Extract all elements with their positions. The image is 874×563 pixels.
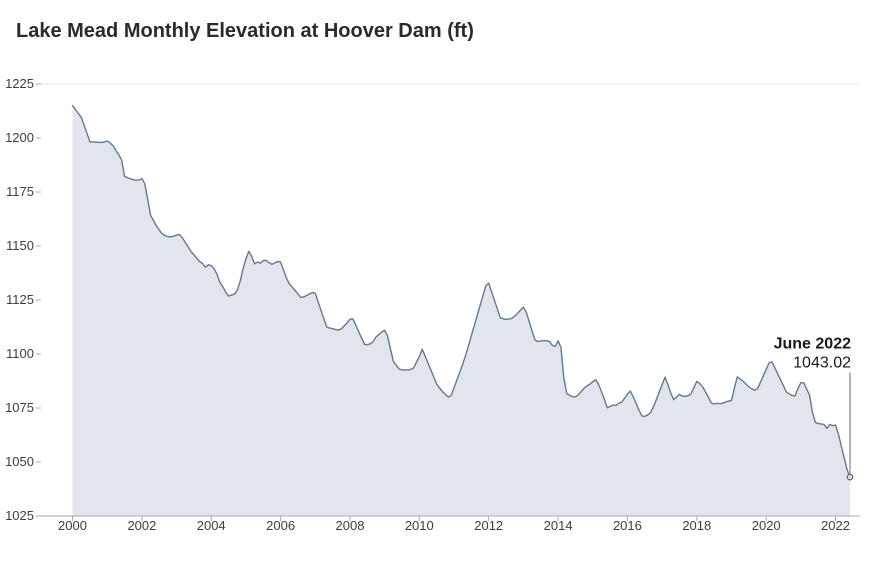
svg-text:1175: 1175	[6, 184, 34, 199]
svg-text:1150: 1150	[6, 238, 34, 253]
svg-text:1125: 1125	[6, 292, 34, 307]
svg-text:June 2022: June 2022	[774, 336, 851, 353]
svg-text:1050: 1050	[5, 454, 34, 469]
svg-text:1225: 1225	[5, 76, 34, 91]
svg-text:1200: 1200	[5, 130, 34, 145]
svg-text:1025: 1025	[5, 508, 34, 523]
svg-text:1075: 1075	[5, 400, 34, 415]
svg-text:1100: 1100	[6, 346, 34, 361]
svg-text:1043.02: 1043.02	[793, 355, 851, 372]
